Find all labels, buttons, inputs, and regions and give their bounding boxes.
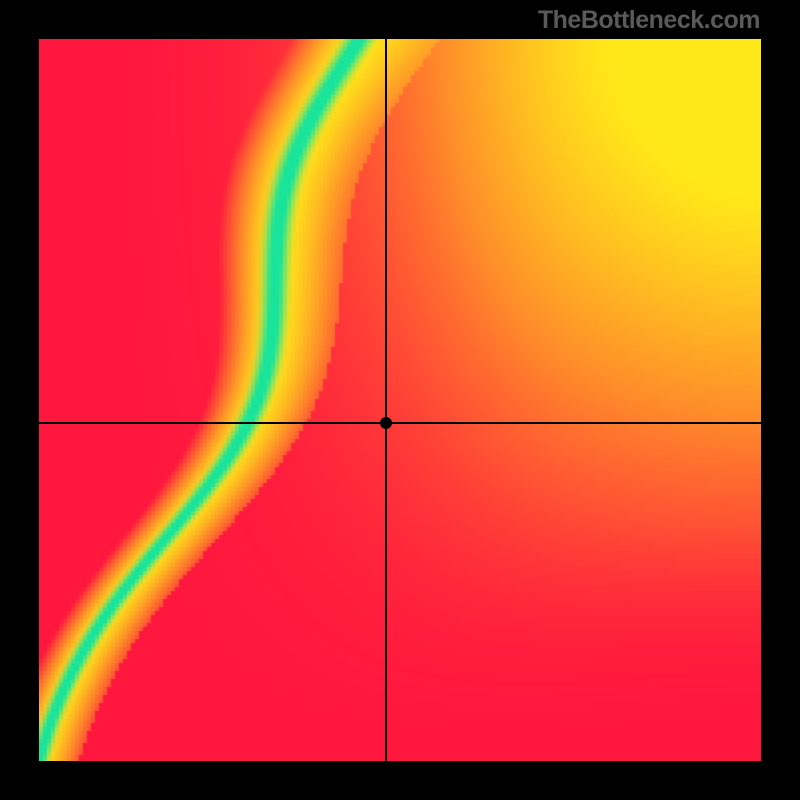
crosshair-vertical-line (385, 39, 387, 761)
heatmap-canvas (39, 39, 761, 761)
crosshair-horizontal-line (39, 422, 761, 424)
crosshair-dot (380, 417, 392, 429)
watermark-text: TheBottleneck.com (538, 6, 760, 35)
